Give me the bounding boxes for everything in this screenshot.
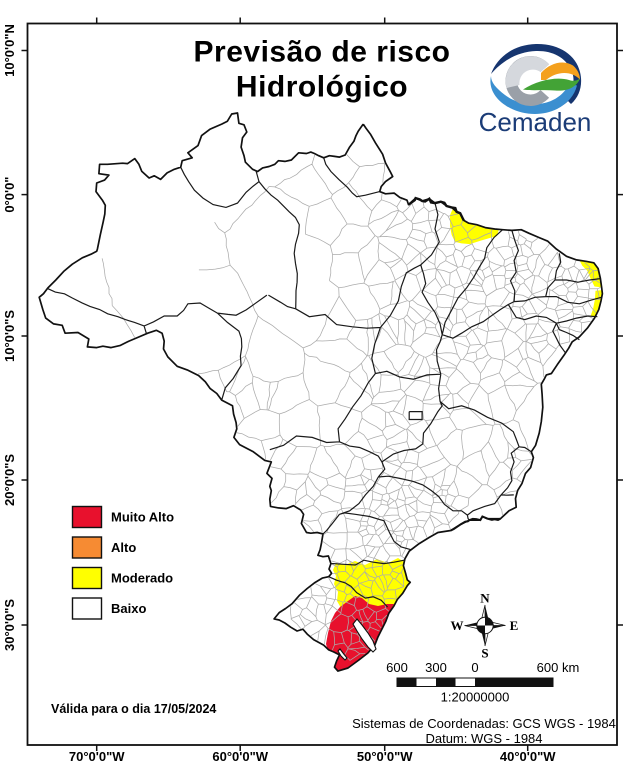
svg-text:S: S [481, 646, 488, 661]
svg-text:60°0'0"W: 60°0'0"W [212, 749, 268, 764]
svg-text:Sistemas de Coordenadas: GCS W: Sistemas de Coordenadas: GCS WGS - 1984 [352, 716, 616, 731]
svg-text:0°0'0": 0°0'0" [2, 177, 17, 213]
svg-text:N: N [480, 591, 490, 606]
svg-text:50°0'0"W: 50°0'0"W [357, 749, 413, 764]
svg-text:600 km: 600 km [537, 660, 580, 675]
svg-text:Hidrológico: Hidrológico [236, 71, 408, 104]
svg-text:40°0'0"W: 40°0'0"W [500, 749, 556, 764]
svg-text:Válida para o dia 17/05/2024: Válida para o dia 17/05/2024 [51, 702, 216, 716]
svg-text:300: 300 [425, 660, 447, 675]
svg-text:10°0'0"S: 10°0'0"S [2, 310, 17, 362]
svg-text:Moderado: Moderado [111, 571, 173, 586]
svg-text:E: E [510, 618, 519, 633]
svg-text:70°0'0"W: 70°0'0"W [69, 749, 125, 764]
svg-text:Alto: Alto [111, 540, 136, 555]
svg-text:20°0'0"S: 20°0'0"S [2, 454, 17, 506]
svg-text:Muito Alto: Muito Alto [111, 510, 174, 525]
svg-text:W: W [451, 618, 464, 633]
svg-text:Datum: WGS - 1984: Datum: WGS - 1984 [425, 731, 542, 746]
svg-text:1:20000000: 1:20000000 [441, 690, 510, 705]
svg-text:10°0'0"N: 10°0'0"N [2, 24, 17, 77]
svg-text:Cemaden: Cemaden [479, 107, 592, 137]
svg-text:Baixo: Baixo [111, 601, 146, 616]
svg-text:30°0'0"S: 30°0'0"S [2, 599, 17, 651]
svg-text:0: 0 [471, 660, 478, 675]
svg-text:600: 600 [386, 660, 408, 675]
svg-text:Previsão de risco: Previsão de risco [194, 36, 451, 69]
